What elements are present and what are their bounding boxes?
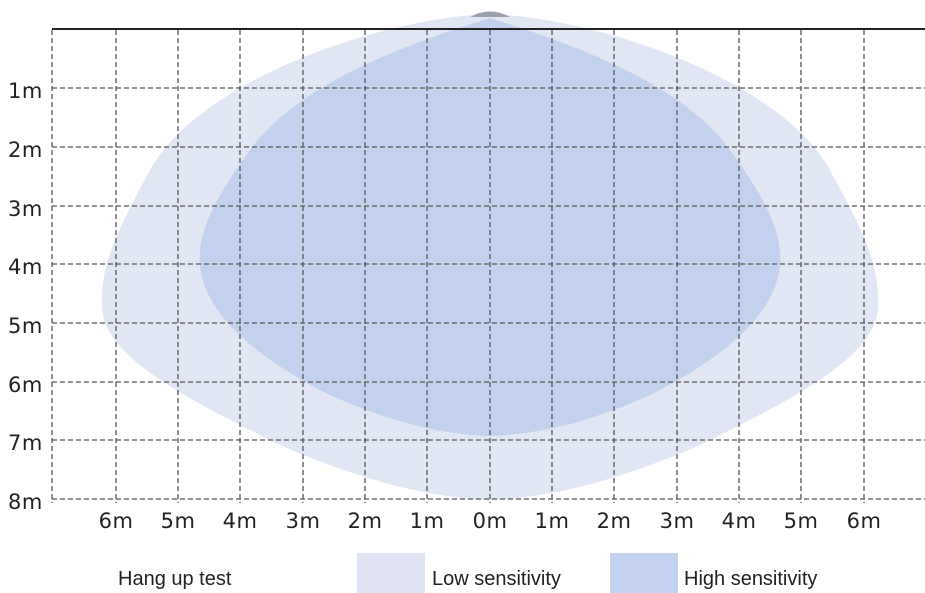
legend: Hang up test Low sensitivity High sensit…: [118, 553, 817, 593]
y-label-5m: 5m: [8, 314, 43, 338]
x-label-left-6m: 6m: [99, 509, 134, 533]
x-axis-labels: 6m 5m 4m 3m 2m 1m 0m 1m 2m 3m 4m 5m 6m: [99, 509, 882, 533]
x-label-right-3m: 3m: [660, 509, 695, 533]
sensor-mount-icon: [470, 11, 510, 17]
x-label-left-2m: 2m: [348, 509, 383, 533]
legend-swatch-low-sensitivity: [357, 553, 425, 593]
y-label-6m: 6m: [8, 373, 43, 397]
y-label-3m: 3m: [8, 197, 43, 221]
x-label-left-3m: 3m: [286, 509, 321, 533]
legend-swatch-high-sensitivity: [610, 553, 678, 593]
x-label-right-5m: 5m: [784, 509, 819, 533]
x-label-left-4m: 4m: [223, 509, 258, 533]
x-label-right-1m: 1m: [535, 509, 570, 533]
x-label-left-1m: 1m: [410, 509, 445, 533]
y-label-2m: 2m: [8, 138, 43, 162]
legend-label-low-sensitivity: Low sensitivity: [432, 568, 561, 590]
x-label-left-5m: 5m: [161, 509, 196, 533]
x-label-right-2m: 2m: [597, 509, 632, 533]
x-label-right-6m: 6m: [847, 509, 882, 533]
y-label-8m: 8m: [8, 490, 43, 514]
y-label-7m: 7m: [8, 431, 43, 455]
y-label-1m: 1m: [8, 79, 43, 103]
x-label-center-0m: 0m: [473, 509, 508, 533]
legend-title: Hang up test: [118, 568, 232, 590]
y-axis-labels: 1m 2m 3m 4m 5m 6m 7m 8m: [8, 79, 43, 514]
grid: [51, 30, 925, 503]
y-label-4m: 4m: [8, 255, 43, 279]
x-label-right-4m: 4m: [722, 509, 757, 533]
legend-label-high-sensitivity: High sensitivity: [684, 568, 817, 590]
